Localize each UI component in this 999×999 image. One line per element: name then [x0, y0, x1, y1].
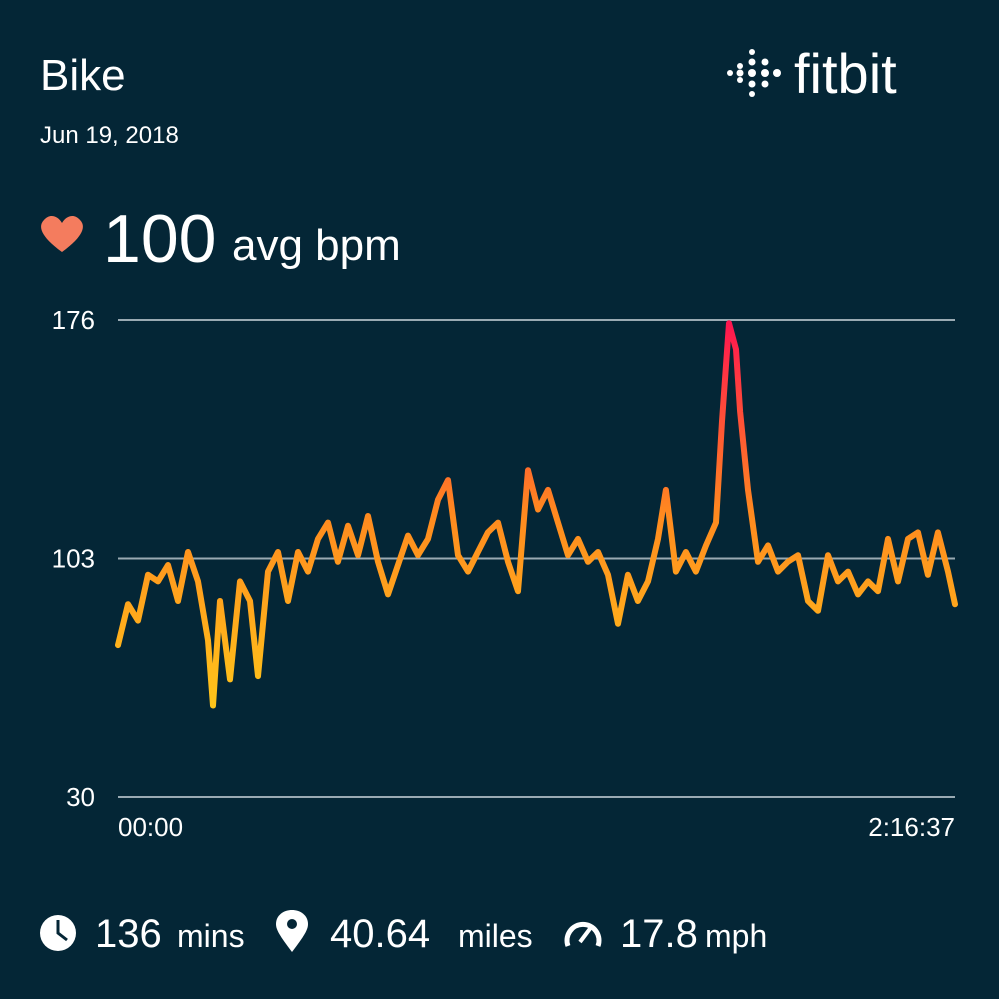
x-tick-label: 2:16:37 — [868, 812, 955, 842]
y-tick-label: 176 — [52, 305, 95, 335]
logo-dots — [727, 49, 781, 97]
heart-icon — [41, 216, 83, 252]
pin-icon — [276, 910, 308, 952]
logo: fitbit — [794, 42, 897, 105]
gauge-needle — [578, 924, 594, 944]
avg-value: 100 — [103, 201, 216, 277]
stat-unit: mins — [177, 918, 245, 954]
heart-rate-line — [115, 320, 958, 709]
title: Bike — [40, 51, 126, 100]
pin-hole — [287, 919, 297, 929]
stat-value: 40.64 — [330, 912, 430, 956]
y-tick-label: 30 — [66, 782, 95, 812]
avg-unit: avg bpm — [232, 221, 401, 270]
gauge-icon — [564, 922, 602, 947]
clock-hands — [56, 920, 68, 942]
chart: 30 103 176 00:00 2:16:37 — [52, 305, 958, 842]
y-tick-label: 103 — [52, 544, 95, 574]
stat-value: 17.8 — [620, 912, 698, 956]
stat-value: 136 — [95, 912, 162, 956]
stat-unit: miles — [458, 918, 533, 954]
x-tick-label: 00:00 — [118, 812, 183, 842]
date: Jun 19, 2018 — [40, 122, 179, 149]
stat-unit: mph — [705, 918, 767, 954]
